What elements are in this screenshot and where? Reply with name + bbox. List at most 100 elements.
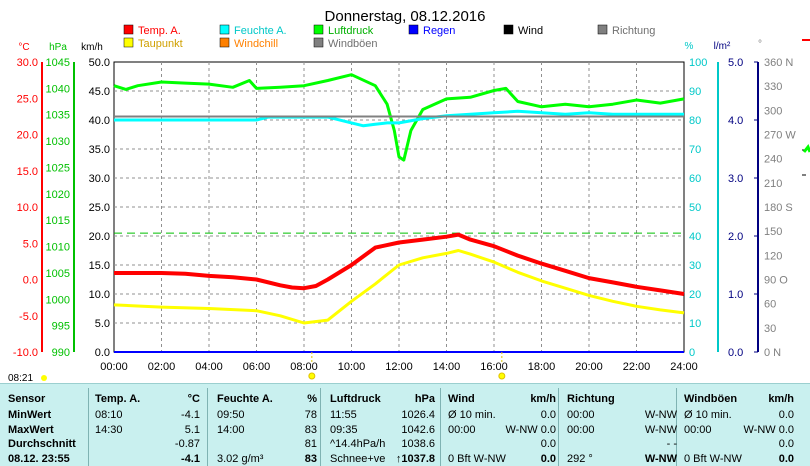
axis-tick-temp: -10.0 [13, 347, 38, 359]
axis-tick-pct: 60 [689, 173, 701, 185]
edge-marker [802, 144, 810, 153]
table-cell-time: 292 ° [567, 452, 593, 465]
axis-tick-pct: 100 [689, 57, 707, 69]
axis-tick-kmh: 40.0 [89, 115, 110, 127]
axis-unit-kmh: km/h [81, 42, 103, 53]
axis-tick-hpa: 1015 [46, 215, 70, 227]
table-cell-value: W-NW 0.0 [743, 423, 794, 436]
axis-tick-dir: 0 N [764, 347, 781, 359]
axis-tick-rain: 3.0 [728, 173, 743, 185]
legend-swatch [123, 37, 134, 48]
current-time: 08:21 [8, 373, 33, 383]
table-cell-value: ↑1037.8 [395, 452, 435, 465]
table-cell-value: -4.1 [181, 452, 200, 465]
axis-tick-kmh: 20.0 [89, 231, 110, 243]
axis-tick-temp: 30.0 [17, 57, 38, 69]
axis-tick-pct: 80 [689, 115, 701, 127]
table-cell-time: 08:10 [95, 409, 123, 421]
axis-tick-hpa: 995 [52, 321, 70, 333]
stats-table: Sensor Temp. A. °C Feuchte A.% Luftdruck hPa W… [0, 383, 810, 466]
table-header-unit: km/h [768, 393, 794, 405]
table-cell-value: W-NW [644, 452, 677, 465]
table-cell-time: ^14.4hPa/h [330, 438, 386, 450]
axis-tick-pct: 0 [689, 347, 695, 359]
table-cell-value: 0.0 [540, 409, 556, 421]
table-cell-time: 0 Bft W-NW [448, 452, 506, 465]
legend-label: Richtung [612, 25, 655, 37]
x-tick-label: 02:00 [148, 361, 176, 373]
axis-tick-dir: 60 [764, 299, 776, 311]
series [113, 73, 685, 353]
x-tick-label: 08:00 [290, 361, 318, 373]
x-tick-label: 10:00 [338, 361, 366, 373]
axis-tick-temp: -5.0 [19, 311, 38, 323]
table-row-label: MinWert [8, 409, 52, 421]
table-cell-value: W-NW [644, 423, 677, 436]
axis-tick-temp: 25.0 [17, 93, 38, 105]
axis-tick-dir: 300 [764, 105, 782, 117]
axis-tick-dir: 330 [764, 81, 782, 93]
axis-tick-kmh: 15.0 [89, 260, 110, 272]
table-cell-value: 1038.6 [401, 438, 435, 450]
table-cell-time: 11:55 [330, 409, 357, 421]
x-tick-label: 00:00 [100, 361, 128, 373]
table-cell-value: 1026.4 [401, 409, 435, 421]
table-header: Sensor [8, 393, 46, 405]
table-cell-time: 09:35 [330, 423, 358, 436]
x-tick-label: 16:00 [480, 361, 508, 373]
table-cell-value: 83 [304, 423, 317, 436]
legend-label: Wind [518, 25, 543, 37]
table-cell-value: 0.0 [540, 452, 556, 465]
table-cell-time: 00:00 [448, 423, 476, 436]
axis-tick-pct: 40 [689, 231, 701, 243]
table-cell-value: 0.0 [540, 438, 556, 450]
axis-tick-kmh: 5.0 [95, 318, 110, 330]
axis-tick-dir: 240 [764, 154, 782, 166]
table-header-unit: km/h [530, 393, 556, 405]
table-header: Windböen [684, 393, 738, 405]
legend-swatch [219, 37, 230, 48]
axis-tick-dir: 270 W [764, 130, 796, 142]
axis-tick-kmh: 10.0 [89, 289, 110, 301]
axis-tick-dir: 90 O [764, 275, 788, 287]
table-header: Feuchte A. [217, 393, 273, 405]
axis-tick-pct: 10 [689, 318, 701, 330]
grid [113, 61, 685, 353]
axis-tick-pct: 20 [689, 289, 701, 301]
axis-tick-temp: 0.0 [23, 275, 38, 287]
axis-tick-rain: 1.0 [728, 289, 743, 301]
legend-label: Windböen [328, 38, 378, 50]
axis-tick-temp: 5.0 [23, 238, 38, 250]
axis-tick-hpa: 990 [52, 347, 70, 359]
legend-label: Feuchte A. [234, 25, 287, 37]
table-header: Wind [448, 393, 475, 405]
table-cell-value: W-NW 0.0 [505, 423, 556, 436]
x-tick-label: 12:00 [385, 361, 413, 373]
table-cell-value: 81 [304, 438, 317, 450]
legend-swatch [313, 24, 324, 35]
table-cell-value: - - [666, 438, 677, 450]
axis-tick-temp: 10.0 [17, 202, 38, 214]
axis-tick-hpa: 1045 [46, 57, 70, 69]
axis-unit-hpa: hPa [49, 42, 67, 53]
axis-tick-dir: 150 [764, 226, 782, 238]
axis-tick-hpa: 1000 [46, 294, 70, 306]
axis-tick-rain: 5.0 [728, 57, 743, 69]
table-header-unit: % [307, 393, 317, 405]
legend-label: Regen [423, 25, 455, 37]
table-header: Temp. A. [95, 393, 141, 405]
axis-unit-temp: °C [18, 42, 29, 53]
table-cell-time: 14:30 [95, 423, 123, 436]
legend-label: Temp. A. [138, 25, 181, 37]
axis-tick-hpa: 1010 [46, 242, 70, 254]
table-cell-value: 78 [304, 409, 317, 421]
axis-tick-dir: 180 S [764, 202, 793, 214]
x-tick-label: 18:00 [528, 361, 556, 373]
table-cell-value: -0.87 [174, 438, 200, 450]
axis-tick-dir: 360 N [764, 57, 793, 69]
axis-tick-pct: 30 [689, 260, 701, 272]
series-temp-a- [114, 232, 685, 296]
table-column-divider [207, 388, 208, 466]
table-cell-time: Ø 10 min. [448, 409, 496, 421]
legend-swatch [313, 37, 324, 48]
